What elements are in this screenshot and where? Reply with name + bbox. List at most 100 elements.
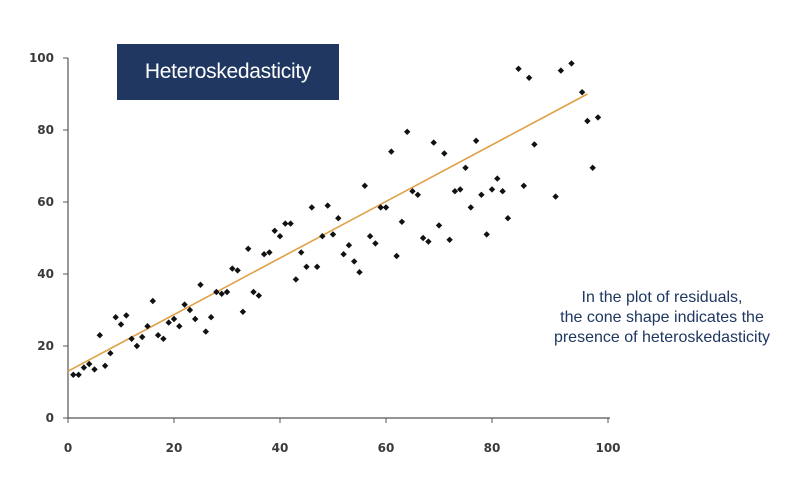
data-point (202, 328, 209, 335)
data-point (324, 202, 331, 209)
data-point (594, 114, 602, 121)
data-point (467, 204, 474, 211)
y-tick-label: 100 (29, 51, 54, 65)
data-point (229, 265, 236, 272)
data-point (245, 245, 252, 252)
data-point (578, 89, 586, 96)
annotation-line-3: presence of heteroskedasticity (553, 329, 771, 346)
data-point (250, 288, 257, 296)
data-point (266, 249, 273, 256)
data-point (335, 215, 342, 222)
data-point (361, 182, 368, 189)
data-point (345, 242, 353, 249)
data-point (80, 364, 88, 371)
data-point (123, 312, 130, 319)
data-point (584, 117, 591, 125)
data-point (388, 148, 395, 155)
data-point (435, 222, 443, 229)
data-point (488, 186, 496, 193)
data-point (298, 249, 305, 256)
axes (67, 58, 610, 419)
data-point (70, 371, 77, 378)
data-point (483, 231, 490, 238)
data-point (451, 188, 459, 195)
data-point (319, 233, 326, 240)
x-tick-label: 80 (484, 441, 501, 455)
data-point (356, 269, 363, 276)
trend-line (67, 93, 588, 372)
data-point (255, 292, 262, 299)
data-point (472, 137, 480, 144)
data-point (441, 150, 448, 157)
data-point (499, 188, 506, 195)
x-tick-label: 40 (272, 441, 289, 455)
data-point (117, 321, 125, 328)
chart-title-box: Heteroskedasticity (117, 44, 339, 100)
data-point (170, 315, 178, 323)
data-point (260, 251, 268, 258)
data-point (112, 314, 119, 321)
data-point (430, 139, 437, 146)
data-point (313, 263, 321, 270)
data-point (504, 215, 512, 222)
data-point (308, 204, 315, 211)
data-point (494, 175, 501, 182)
data-point (398, 218, 406, 225)
data-point (414, 191, 421, 198)
data-point (192, 315, 199, 323)
annotation-text: In the plot of residuals, the cone shape… (535, 288, 789, 348)
x-tick-label: 100 (595, 441, 620, 455)
data-point (213, 288, 220, 296)
x-tick-label: 0 (64, 441, 72, 455)
data-point (133, 342, 141, 350)
data-point (525, 74, 533, 81)
data-point (340, 251, 347, 258)
data-point (96, 332, 103, 339)
data-point (552, 193, 559, 200)
data-point (292, 276, 300, 283)
data-point (515, 65, 522, 72)
data-point (366, 233, 374, 240)
data-point (351, 258, 358, 265)
annotation-line-2: the cone shape indicates the (560, 309, 764, 326)
chart-title: Heteroskedasticity (144, 60, 312, 83)
data-point (128, 335, 135, 342)
data-point (303, 263, 310, 270)
data-point (91, 366, 98, 373)
data-point (186, 306, 194, 314)
data-point (271, 227, 278, 234)
data-point (181, 301, 188, 308)
data-point (276, 233, 284, 240)
data-point (223, 288, 231, 296)
data-point (457, 186, 464, 193)
data-point (404, 128, 411, 135)
data-points (70, 60, 602, 378)
data-point (531, 141, 538, 148)
data-point (419, 234, 427, 242)
y-tick-label: 80 (37, 123, 54, 137)
y-tick-label: 40 (37, 267, 54, 281)
data-point (478, 191, 485, 198)
y-tick-label: 0 (46, 411, 54, 425)
data-point (568, 60, 575, 67)
data-point (139, 333, 146, 341)
data-point (409, 188, 416, 195)
data-point (101, 362, 109, 369)
data-point (425, 238, 432, 245)
y-tick-label: 20 (37, 339, 54, 353)
data-point (393, 252, 400, 260)
x-tick-label: 60 (378, 441, 395, 455)
data-point (207, 314, 215, 321)
x-tick-label: 20 (166, 441, 183, 455)
data-point (287, 220, 294, 227)
data-point (160, 335, 167, 342)
data-point (446, 236, 453, 243)
data-point (382, 204, 390, 211)
data-point (107, 350, 114, 357)
data-point (144, 323, 151, 330)
data-point (377, 204, 384, 211)
data-point (176, 323, 183, 330)
y-tick-label: 60 (37, 195, 54, 209)
data-point (282, 220, 289, 227)
